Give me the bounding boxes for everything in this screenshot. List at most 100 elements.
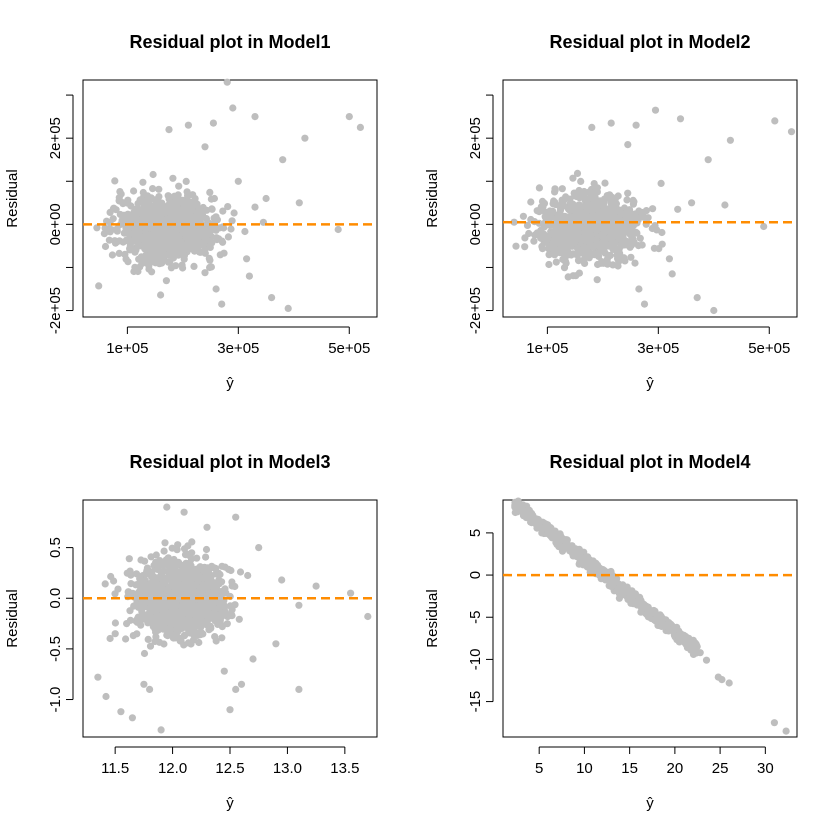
data-point xyxy=(658,228,666,237)
x-axis: 1e+05 3e+05 5e+05 xyxy=(106,326,370,357)
data-point xyxy=(169,174,177,182)
data-point xyxy=(657,179,665,187)
data-point xyxy=(203,523,211,531)
x-tick-label: 13.0 xyxy=(273,760,302,777)
data-point xyxy=(202,215,210,223)
data-point xyxy=(268,294,276,302)
data-point xyxy=(117,220,125,228)
data-point xyxy=(195,207,203,215)
data-point xyxy=(688,642,696,650)
data-point xyxy=(212,285,220,293)
y-tick-label: 0e+00 xyxy=(47,203,64,245)
y-tick-label: 2e+05 xyxy=(467,117,484,159)
data-point xyxy=(159,560,167,569)
data-point xyxy=(186,235,194,243)
data-point xyxy=(117,708,125,716)
data-point xyxy=(770,719,779,727)
data-point xyxy=(223,620,231,628)
data-point xyxy=(191,201,199,209)
data-point xyxy=(115,249,123,257)
data-point xyxy=(178,609,186,617)
data-point xyxy=(201,269,209,277)
point-group xyxy=(511,497,790,735)
data-point xyxy=(189,191,197,199)
data-point xyxy=(178,624,186,632)
x-axis: 11.5 12.0 12.5 13.0 13.5 xyxy=(101,746,359,777)
data-point xyxy=(558,185,566,193)
data-point xyxy=(573,546,581,554)
data-point xyxy=(674,632,683,640)
data-point xyxy=(590,189,598,197)
data-point xyxy=(614,247,622,255)
data-point xyxy=(760,222,768,231)
data-point xyxy=(172,248,180,257)
data-point xyxy=(106,634,114,643)
plot-frame xyxy=(502,499,798,738)
data-point xyxy=(551,185,559,193)
data-point xyxy=(535,184,544,192)
data-point xyxy=(114,585,122,593)
x-tick-label: 13.5 xyxy=(330,760,359,777)
data-point xyxy=(199,574,207,582)
data-point xyxy=(642,207,651,215)
data-point xyxy=(205,254,213,262)
data-point xyxy=(111,619,119,627)
data-point xyxy=(531,231,539,239)
data-point xyxy=(572,272,580,280)
data-point xyxy=(195,638,203,647)
data-point xyxy=(212,570,220,578)
data-point xyxy=(658,619,666,627)
data-point xyxy=(193,237,202,245)
data-point xyxy=(629,238,638,246)
data-point xyxy=(249,655,257,663)
data-point xyxy=(180,255,188,263)
data-point xyxy=(537,203,545,211)
data-point xyxy=(188,620,196,628)
data-point xyxy=(312,582,320,590)
data-point xyxy=(608,228,616,236)
x-tick-label: 3e+05 xyxy=(217,340,259,357)
data-point xyxy=(787,128,796,136)
data-point xyxy=(190,230,198,238)
data-point xyxy=(598,231,606,239)
data-point xyxy=(207,238,215,246)
data-point xyxy=(172,614,181,622)
data-point xyxy=(202,553,210,561)
data-point xyxy=(583,207,591,215)
data-point xyxy=(141,245,149,253)
y-tick-label: 0e+00 xyxy=(467,203,484,245)
data-point xyxy=(180,508,188,516)
data-point xyxy=(617,209,625,217)
data-point xyxy=(632,121,640,129)
data-point xyxy=(624,141,632,149)
data-point xyxy=(182,177,190,185)
data-point xyxy=(186,581,194,590)
data-point xyxy=(545,260,553,269)
data-point xyxy=(220,667,228,675)
data-point xyxy=(521,243,529,251)
data-point xyxy=(139,178,147,186)
data-point xyxy=(215,580,223,588)
data-point xyxy=(122,236,131,244)
data-point xyxy=(710,306,718,315)
data-point xyxy=(553,538,561,546)
data-point xyxy=(219,207,227,215)
data-point xyxy=(356,123,364,131)
data-point xyxy=(95,282,103,290)
data-point xyxy=(615,594,624,602)
y-tick-label: 5 xyxy=(467,529,484,537)
data-point xyxy=(158,199,166,207)
data-point xyxy=(251,203,259,211)
data-point xyxy=(125,555,133,563)
data-point xyxy=(172,215,180,223)
data-point xyxy=(596,243,605,251)
data-point xyxy=(590,242,598,250)
data-point xyxy=(603,227,611,235)
data-point xyxy=(152,628,160,636)
x-tick-label: 12.0 xyxy=(158,760,187,777)
data-point xyxy=(636,234,644,242)
x-tick-label: 3e+05 xyxy=(637,340,679,357)
data-point xyxy=(563,241,571,249)
data-point xyxy=(163,204,171,212)
data-point xyxy=(525,229,533,238)
